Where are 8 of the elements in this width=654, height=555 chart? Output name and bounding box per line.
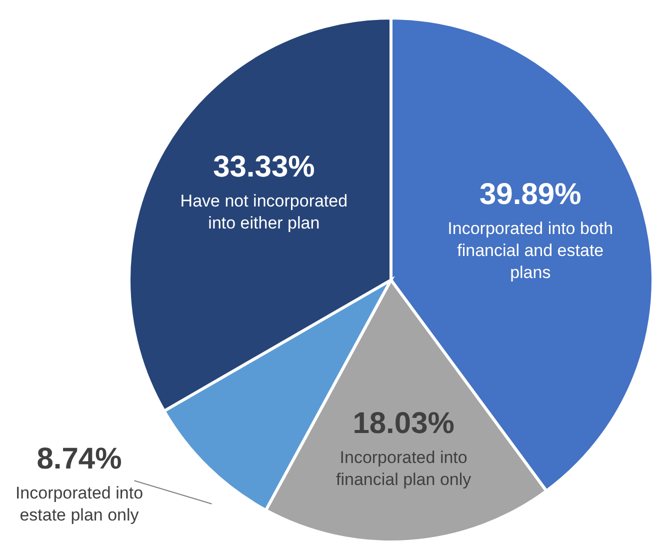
slice-label: Have not incorporated into either plan: [180, 192, 348, 233]
slice-label: Incorporated into estate plan only: [15, 484, 144, 525]
data-label: 33.33%: [213, 150, 315, 184]
data-label: 18.03%: [352, 406, 454, 440]
slice-label: Incorporated into financial plan only: [336, 448, 472, 489]
data-label: 8.74%: [36, 442, 122, 476]
slice-label: Incorporated into both financial and estate plans: [448, 219, 614, 282]
data-label: 39.89%: [480, 178, 582, 212]
